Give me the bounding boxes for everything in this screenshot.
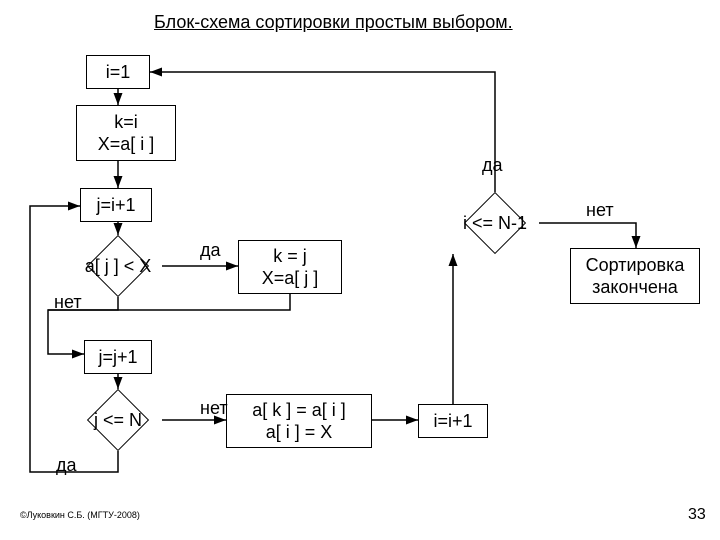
node-i-eq-1: i=1	[86, 55, 150, 89]
node-k-eq-i: k=i X=a[ i ]	[76, 105, 176, 161]
diagram-title: Блок-схема сортировки простым выбором.	[154, 12, 513, 33]
footer-copyright: ©Луковкин С.Б. (МГТУ-2008)	[20, 510, 140, 520]
node-sort-done: Сортировка закончена	[570, 248, 700, 304]
label-da-2: да	[56, 455, 77, 476]
diamond-i-le-n-minus-1	[464, 192, 526, 254]
label-net-2: нет	[200, 398, 228, 419]
page-number: 33	[688, 506, 706, 524]
label-net-1: нет	[54, 292, 82, 313]
node-j-eq-j-plus-1: j=j+1	[84, 340, 152, 374]
node-swap: a[ k ] = a[ i ] a[ i ] = X	[226, 394, 372, 448]
flowchart-canvas: Блок-схема сортировки простым выбором. i…	[0, 0, 720, 540]
node-k-eq-j: k = j X=a[ j ]	[238, 240, 342, 294]
node-i-eq-i-plus-1: i=i+1	[418, 404, 488, 438]
label-net-3: нет	[586, 200, 614, 221]
diamond-j-le-n	[87, 389, 149, 451]
label-da-3: да	[482, 155, 503, 176]
node-j-eq-i-plus-1: j=i+1	[80, 188, 152, 222]
diamond-aj-lt-x	[87, 235, 149, 297]
label-da-1: да	[200, 240, 221, 261]
